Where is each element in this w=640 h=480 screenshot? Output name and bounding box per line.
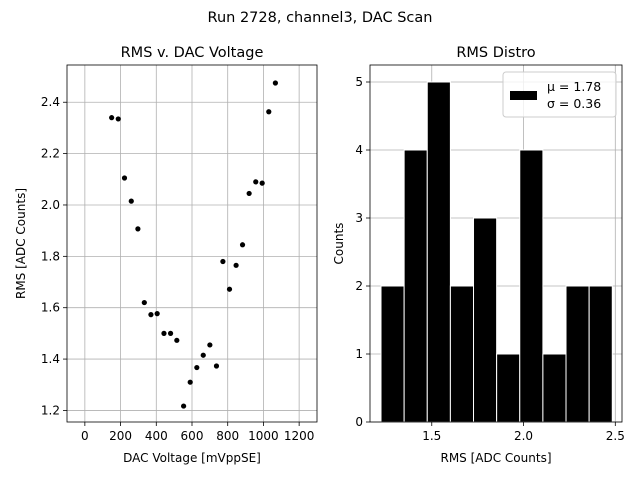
scatter-y-axis-label: RMS [ADC Counts] [14, 188, 28, 299]
scatter-point [174, 337, 180, 343]
histogram-y-tick-label: 4 [355, 143, 363, 157]
histogram-x-tick-label: 2.0 [514, 429, 533, 443]
scatter-point [253, 179, 259, 185]
histogram-y-tick-label: 5 [355, 75, 363, 89]
histogram-bar [426, 81, 451, 423]
scatter-y-tick-label: 2.2 [41, 147, 60, 161]
scatter-point [220, 258, 226, 265]
scatter-point [207, 342, 213, 348]
scatter-y-tick-label: 1.2 [41, 403, 60, 417]
histogram-bar [588, 285, 613, 423]
histogram-bar [380, 285, 405, 423]
legend-sigma-text: σ = 0.36 [547, 96, 601, 111]
scatter-point [154, 311, 160, 317]
scatter-point [226, 286, 233, 292]
scatter-point [194, 364, 200, 371]
scatter-point [213, 363, 220, 369]
scatter-y-tick-label: 1.8 [41, 249, 60, 263]
scatter-axes-frame [66, 64, 318, 423]
scatter-x-tick-label: 200 [109, 429, 132, 443]
scatter-x-tick-label: 1000 [248, 429, 279, 443]
histogram-x-tick-label: 2.5 [606, 429, 625, 443]
scatter-x-axis-label: DAC Voltage [mVppSE] [123, 451, 261, 465]
histogram-legend: μ = 1.78 σ = 0.36 [502, 71, 617, 118]
scatter-x-tick-label: 400 [145, 429, 168, 443]
legend-frame [502, 71, 617, 118]
scatter-point [246, 190, 252, 197]
legend-mean-text: μ = 1.78 [547, 79, 601, 94]
histogram-title: RMS Distro [456, 45, 535, 61]
histogram-panel: RMS Distro RMS [ADC Counts] Counts μ = 1… [332, 45, 625, 465]
histogram-y-tick-label: 1 [355, 347, 363, 361]
scatter-point [109, 115, 115, 121]
scatter-point [167, 330, 174, 336]
scatter-point [141, 299, 147, 306]
scatter-title: RMS v. DAC Voltage [121, 45, 264, 61]
legend-swatch [510, 91, 537, 100]
scatter-point [181, 403, 187, 409]
histogram-y-axis-label: Counts [332, 223, 346, 265]
scatter-point [121, 175, 128, 181]
scatter-y-tick-label: 2.4 [41, 95, 60, 109]
scatter-x-tick-label: 800 [216, 429, 239, 443]
histogram-axes-frame [369, 64, 623, 423]
histogram-bar [565, 285, 590, 423]
scatter-point [233, 262, 239, 268]
histogram-y-tick-label: 2 [355, 279, 363, 293]
scatter-point [115, 116, 121, 122]
scatter-y-tick-label: 1.6 [41, 301, 60, 315]
scatter-point [161, 330, 167, 336]
histogram-x-tick-label: 1.5 [422, 429, 441, 443]
histogram-bar [519, 149, 544, 423]
scatter-y-tick-label: 1.4 [41, 352, 60, 366]
scatter-x-tick-label: 600 [181, 429, 204, 443]
histogram-bar [473, 217, 498, 423]
scatter-point [148, 312, 154, 318]
histogram-bar [496, 353, 521, 423]
histogram-y-tick-label: 3 [355, 211, 363, 225]
scatter-point [259, 180, 265, 186]
histogram-bar [449, 285, 475, 423]
histogram-bar [542, 353, 567, 423]
scatter-point [135, 226, 141, 232]
scatter-point [128, 198, 134, 204]
scatter-point [266, 109, 272, 115]
scatter-point [200, 352, 206, 358]
histogram-y-tick-label: 0 [355, 415, 363, 429]
scatter-x-tick-label: 1200 [284, 429, 315, 443]
histogram-bar [403, 149, 428, 423]
figure-suptitle: Run 2728, channel3, DAC Scan [208, 10, 433, 26]
scatter-point [239, 242, 246, 248]
scatter-x-tick-label: 0 [81, 429, 89, 443]
scatter-point [272, 80, 278, 86]
histogram-x-axis-label: RMS [ADC Counts] [440, 451, 551, 465]
scatter-y-tick-label: 2.0 [41, 198, 60, 212]
scatter-panel: RMS v. DAC Voltage DAC Voltage [mVppSE] … [14, 45, 318, 465]
scatter-point [187, 379, 193, 385]
